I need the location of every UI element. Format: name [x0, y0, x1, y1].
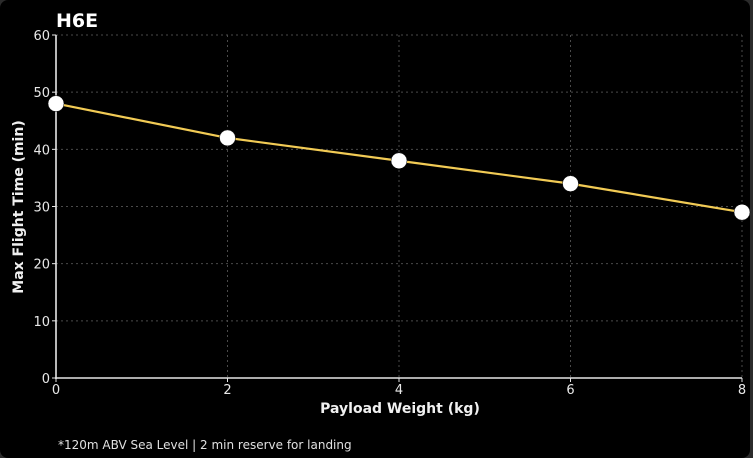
footnote: *120m ABV Sea Level | 2 min reserve for …: [58, 438, 352, 452]
x-tick-labels: 0 2 4 6 8: [52, 383, 746, 398]
series-group: [47, 95, 751, 221]
y-tick-label: 0: [42, 372, 50, 387]
y-tick-label: 30: [33, 201, 50, 216]
y-tick-label: 20: [33, 258, 50, 273]
data-point: [219, 129, 236, 147]
grid-lines: [56, 34, 743, 378]
x-axis-label: Payload Weight (kg): [320, 401, 480, 417]
y-tick-label: 50: [33, 86, 50, 101]
y-tick-labels: 0 10 20 30 40 50 60: [33, 29, 50, 387]
x-tick-label: 4: [395, 383, 403, 398]
x-tick-label: 0: [52, 383, 60, 398]
x-tick-label: 2: [223, 383, 231, 398]
y-axis-label: Max Flight Time (min): [11, 120, 27, 293]
x-tick-label: 8: [738, 383, 746, 398]
y-tick-label: 60: [33, 29, 50, 44]
data-point: [390, 152, 408, 170]
axes: [52, 34, 743, 382]
x-tick-label: 6: [566, 383, 574, 398]
data-point: [47, 95, 65, 112]
chart-title: H6E: [56, 10, 98, 32]
data-point: [733, 203, 751, 221]
y-tick-label: 10: [33, 315, 50, 330]
y-tick-label: 40: [33, 143, 50, 158]
data-point: [562, 175, 579, 192]
